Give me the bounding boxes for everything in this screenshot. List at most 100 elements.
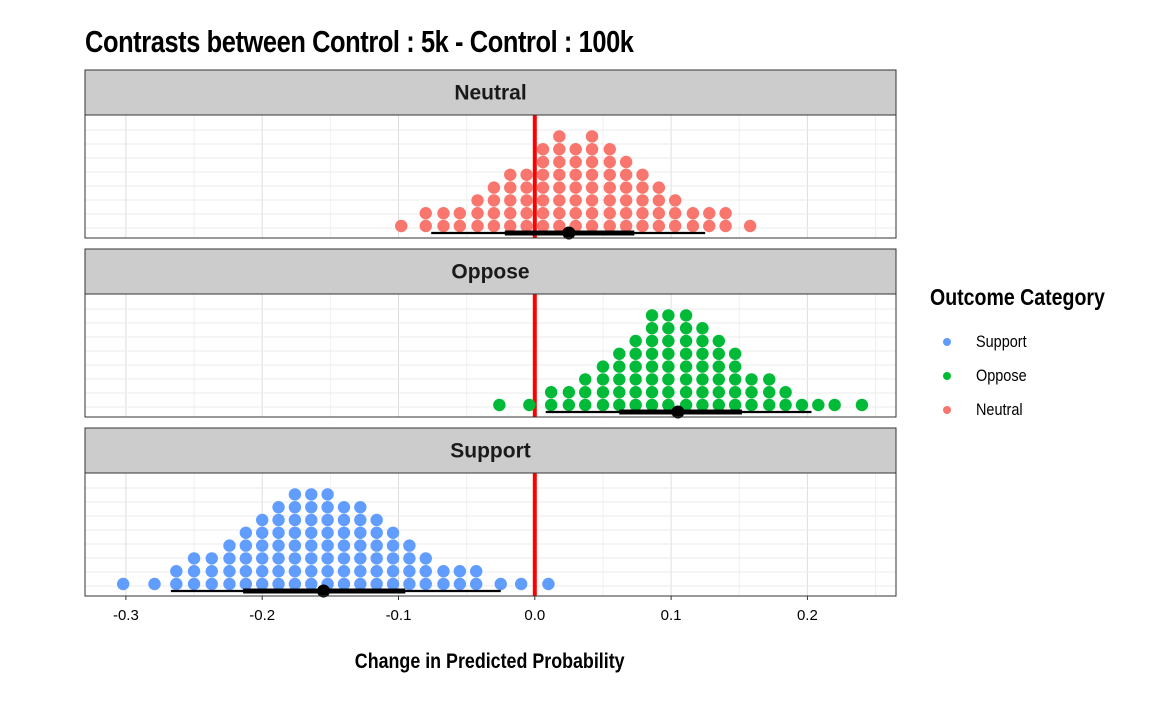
dot-support <box>321 513 334 527</box>
dot-support <box>223 565 236 578</box>
dot-oppose <box>679 347 693 360</box>
dot-oppose <box>662 347 675 360</box>
dot-support <box>288 577 302 591</box>
dot-support <box>255 565 269 578</box>
dot-oppose <box>696 398 709 412</box>
facet-strip-label: Support <box>450 440 530 463</box>
dot-support <box>321 501 334 514</box>
dot-oppose <box>662 309 675 322</box>
dot-oppose <box>645 334 659 348</box>
dot-oppose <box>696 386 709 399</box>
dot-oppose <box>795 398 809 412</box>
dot-neutral <box>487 219 501 233</box>
dot-support <box>239 539 253 552</box>
dot-oppose <box>679 373 693 386</box>
x-tick-label: 0.0 <box>524 607 545 624</box>
legend-label-oppose: Oppose <box>976 366 1027 385</box>
dot-support <box>223 577 236 591</box>
dot-neutral <box>652 219 666 233</box>
dot-neutral <box>553 194 566 207</box>
dot-support <box>255 526 269 539</box>
dot-support <box>403 539 416 552</box>
dot-neutral <box>487 207 501 220</box>
dot-neutral <box>569 207 582 220</box>
dot-neutral <box>536 168 550 181</box>
dot-neutral <box>652 181 666 194</box>
dot-oppose <box>645 322 659 335</box>
dot-support <box>370 513 383 527</box>
dot-neutral <box>619 194 633 207</box>
dot-support <box>354 552 367 565</box>
dot-support <box>288 488 302 501</box>
dot-support <box>255 513 269 527</box>
dot-neutral <box>636 207 649 220</box>
dot-support <box>494 577 507 591</box>
dot-support <box>288 526 302 539</box>
x-tick-label: -0.1 <box>386 607 412 624</box>
dot-support <box>354 526 367 539</box>
dot-support <box>288 501 302 514</box>
dot-support <box>337 565 351 578</box>
dot-oppose <box>696 334 709 348</box>
dot-neutral <box>437 219 450 233</box>
dot-support <box>419 577 432 591</box>
dot-neutral <box>603 194 616 207</box>
dot-neutral <box>487 194 501 207</box>
dot-oppose <box>613 398 626 412</box>
dot-support <box>453 577 467 591</box>
dot-neutral <box>585 207 599 220</box>
dot-neutral <box>585 143 599 156</box>
dot-oppose <box>728 386 742 399</box>
dot-support <box>305 565 318 578</box>
dot-oppose <box>645 360 659 373</box>
dot-neutral <box>668 194 682 207</box>
dot-support <box>403 577 416 591</box>
dot-neutral <box>504 168 517 181</box>
dot-oppose <box>613 386 626 399</box>
dot-oppose <box>696 347 709 360</box>
dot-neutral <box>504 181 517 194</box>
dot-neutral <box>553 155 566 169</box>
dot-support <box>272 552 285 565</box>
dot-oppose <box>728 398 742 412</box>
dot-oppose <box>662 322 675 335</box>
point-estimate <box>562 226 576 240</box>
chart-title: Contrasts between Control : 5k - Control… <box>85 24 634 59</box>
legend-item-neutral: Neutral <box>930 393 1136 427</box>
dot-support <box>386 552 400 565</box>
dot-oppose <box>679 309 693 322</box>
dot-neutral <box>520 219 533 233</box>
dot-support <box>437 577 450 591</box>
dot-support <box>288 513 302 527</box>
dot-support <box>272 501 285 514</box>
dot-support <box>354 539 367 552</box>
dot-neutral <box>668 219 682 233</box>
dot-oppose <box>728 347 742 360</box>
dot-neutral <box>652 207 666 220</box>
dot-support <box>272 577 285 591</box>
dot-oppose <box>712 398 726 412</box>
dot-oppose <box>645 309 659 322</box>
legend-key-support <box>943 338 951 346</box>
dot-neutral <box>471 194 484 207</box>
dot-neutral <box>395 219 408 233</box>
dot-neutral <box>686 207 700 220</box>
dot-neutral <box>504 219 517 233</box>
dot-neutral <box>437 207 450 220</box>
facet-strip <box>84 427 897 474</box>
dot-support <box>205 565 218 578</box>
dot-oppose <box>562 398 576 412</box>
dot-neutral <box>536 194 550 207</box>
dot-neutral <box>619 219 633 233</box>
x-tick-label: -0.2 <box>249 607 275 624</box>
dot-support <box>354 577 367 591</box>
dot-neutral <box>536 219 550 233</box>
dot-neutral <box>419 219 432 233</box>
dot-oppose <box>855 398 869 412</box>
dot-neutral <box>536 155 550 169</box>
dot-neutral <box>603 168 616 181</box>
dot-neutral <box>569 168 582 181</box>
dot-support <box>187 552 201 565</box>
dot-support <box>116 577 130 591</box>
dot-oppose <box>596 398 610 412</box>
